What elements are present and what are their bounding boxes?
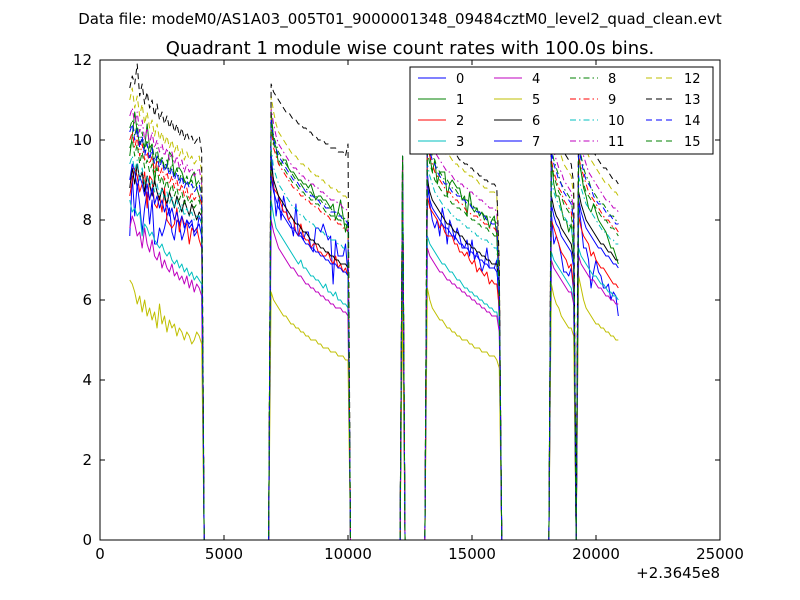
x-tick-label: 10000	[324, 545, 372, 563]
legend-label: 12	[684, 72, 701, 87]
legend-label: 8	[608, 72, 616, 87]
legend-item-2: 2	[418, 114, 464, 129]
legend-label: 13	[684, 93, 701, 108]
legend-label: 5	[532, 93, 540, 108]
chart-title: Quadrant 1 module wise count rates with …	[166, 38, 655, 59]
y-tick-label: 2	[82, 451, 92, 469]
legend-label: 15	[684, 135, 701, 150]
x-axis: 0 5000 10000 15000 20000 25000	[95, 60, 744, 563]
legend-item-0: 0	[418, 72, 464, 87]
legend-label: 11	[608, 135, 625, 150]
legend-label: 4	[532, 72, 540, 87]
legend-item-9: 9	[570, 93, 616, 108]
legend-label: 1	[456, 93, 464, 108]
x-tick-label: 5000	[205, 545, 243, 563]
legend-item-3: 3	[418, 135, 464, 150]
legend-label: 14	[684, 114, 701, 129]
x-tick-label: 20000	[572, 545, 620, 563]
legend-label: 2	[456, 114, 464, 129]
x-tick-label: 25000	[696, 545, 744, 563]
y-tick-label: 4	[82, 371, 92, 389]
x-offset-label: +2.3645e8	[636, 564, 720, 582]
legend-item-13: 13	[646, 93, 701, 108]
x-tick-label: 0	[95, 545, 105, 563]
legend-label: 9	[608, 93, 616, 108]
legend-item-12: 12	[646, 72, 701, 87]
legend-item-6: 6	[494, 114, 540, 129]
legend-item-11: 11	[570, 135, 625, 150]
legend-label: 7	[532, 135, 540, 150]
y-tick-label: 6	[82, 291, 92, 309]
legend-item-1: 1	[418, 93, 464, 108]
legend-item-15: 15	[646, 135, 701, 150]
legend-item-10: 10	[570, 114, 625, 129]
y-tick-label: 0	[82, 531, 92, 549]
legend-item-4: 4	[494, 72, 540, 87]
legend-item-14: 14	[646, 114, 701, 129]
x-tick-label: 15000	[448, 545, 496, 563]
legend-label: 3	[456, 135, 464, 150]
legend-label: 6	[532, 114, 540, 129]
y-tick-label: 8	[82, 211, 92, 229]
legend-frame	[409, 66, 714, 155]
legend-item-8: 8	[570, 72, 616, 87]
legend-item-7: 7	[494, 135, 540, 150]
legend-label: 10	[608, 114, 625, 129]
y-tick-label: 12	[73, 51, 92, 69]
legend-label: 0	[456, 72, 464, 87]
y-tick-label: 10	[73, 131, 92, 149]
suptitle: Data file: modeM0/AS1A03_005T01_90000013…	[78, 10, 722, 29]
legend-item-5: 5	[494, 93, 540, 108]
